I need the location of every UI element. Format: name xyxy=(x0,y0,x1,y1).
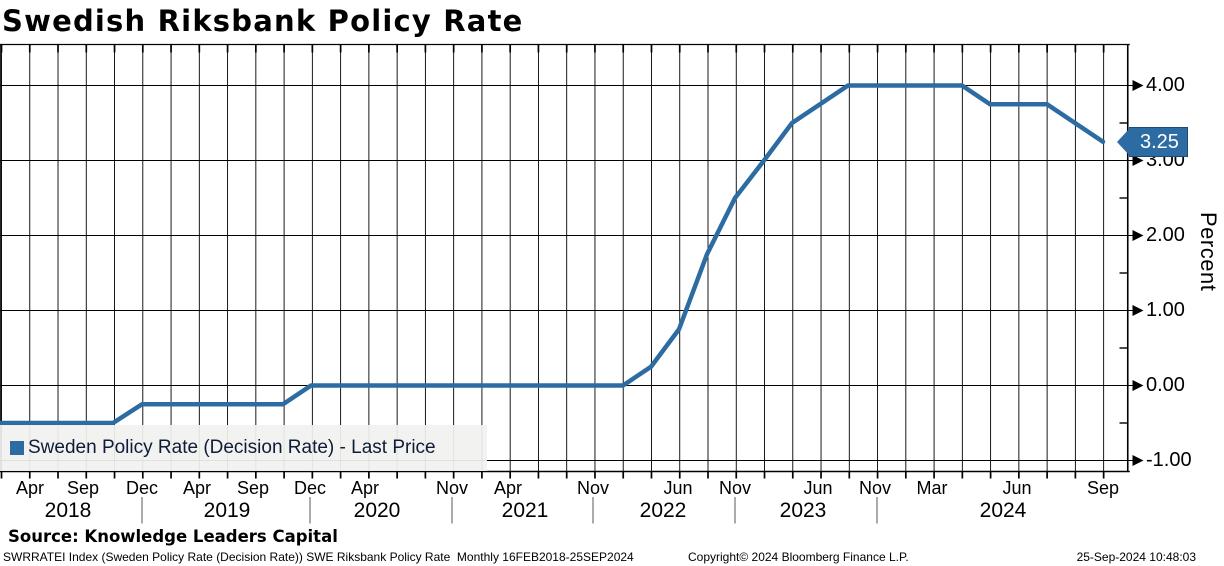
legend-background xyxy=(0,425,487,471)
y-tick-arrow-icon xyxy=(1132,455,1144,466)
y-tick-arrow-icon xyxy=(1132,380,1144,391)
y-tick-arrow-icon xyxy=(1132,230,1144,241)
x-axis-month-label: Nov xyxy=(576,478,610,498)
x-axis-month-label: Sep xyxy=(236,478,270,498)
policy-rate-line xyxy=(0,83,1106,426)
footer-ticker-info: SWRRATEI Index (Sweden Policy Rate (Deci… xyxy=(3,550,634,564)
y-tick-arrow-icon xyxy=(1132,80,1144,91)
x-axis-year-label: 2023 xyxy=(779,499,827,522)
x-axis-year-label: 2022 xyxy=(639,499,687,522)
x-axis-month-label: Jun xyxy=(803,478,833,498)
x-axis-month-label: Apr xyxy=(350,478,380,498)
x-axis-year-label: 2019 xyxy=(203,499,251,522)
last-price-badge: 3.25 xyxy=(1117,127,1188,158)
legend-label: Sweden Policy Rate (Decision Rate) - Las… xyxy=(28,437,436,458)
page-title: Swedish Riksbank Policy Rate xyxy=(2,4,524,38)
y-axis-tick-label: 2.00 xyxy=(1146,223,1185,246)
x-axis-year-label: 2020 xyxy=(353,499,401,522)
x-axis-month-label: Apr xyxy=(182,478,212,498)
x-axis-year-label: 2021 xyxy=(501,499,549,522)
y-axis-tick-label: 4.00 xyxy=(1146,73,1185,96)
y-tick-arrow-icon xyxy=(1132,305,1144,316)
x-axis-month-label: Dec xyxy=(125,478,159,498)
footer-copyright: Copyright© 2024 Bloomberg Finance L.P. xyxy=(688,550,909,564)
legend-swatch-icon xyxy=(10,441,24,455)
x-axis-month-label: Nov xyxy=(858,478,892,498)
x-axis-month-label: Sep xyxy=(1086,478,1120,498)
y-axis-tick-label: 1.00 xyxy=(1146,298,1185,321)
footer-timestamp: 25-Sep-2024 10:48:03 xyxy=(1076,550,1196,564)
x-axis-year-label: 2024 xyxy=(979,499,1027,522)
x-axis-month-label: Jun xyxy=(663,478,693,498)
x-axis-month-label: Nov xyxy=(718,478,752,498)
x-axis-month-label: Mar xyxy=(916,478,948,498)
last-price-value: 3.25 xyxy=(1140,130,1179,153)
x-axis-month-label: Apr xyxy=(15,478,45,498)
x-axis-month-label: Dec xyxy=(293,478,327,498)
x-axis-month-label: Apr xyxy=(493,478,523,498)
x-axis-month-label: Jun xyxy=(1002,478,1032,498)
y-axis-tick-label: 0.00 xyxy=(1146,373,1185,396)
y-tick-arrow-icon xyxy=(1132,155,1144,166)
x-axis-year-label: 2018 xyxy=(44,499,92,522)
source-label: Source: Knowledge Leaders Capital xyxy=(8,527,338,546)
y-axis-tick-label: -1.00 xyxy=(1146,448,1192,471)
y-axis-title: Percent xyxy=(1196,212,1221,292)
x-axis-month-label: Sep xyxy=(66,478,100,498)
x-axis-month-label: Nov xyxy=(435,478,469,498)
legend: Sweden Policy Rate (Decision Rate) - Las… xyxy=(0,425,487,471)
